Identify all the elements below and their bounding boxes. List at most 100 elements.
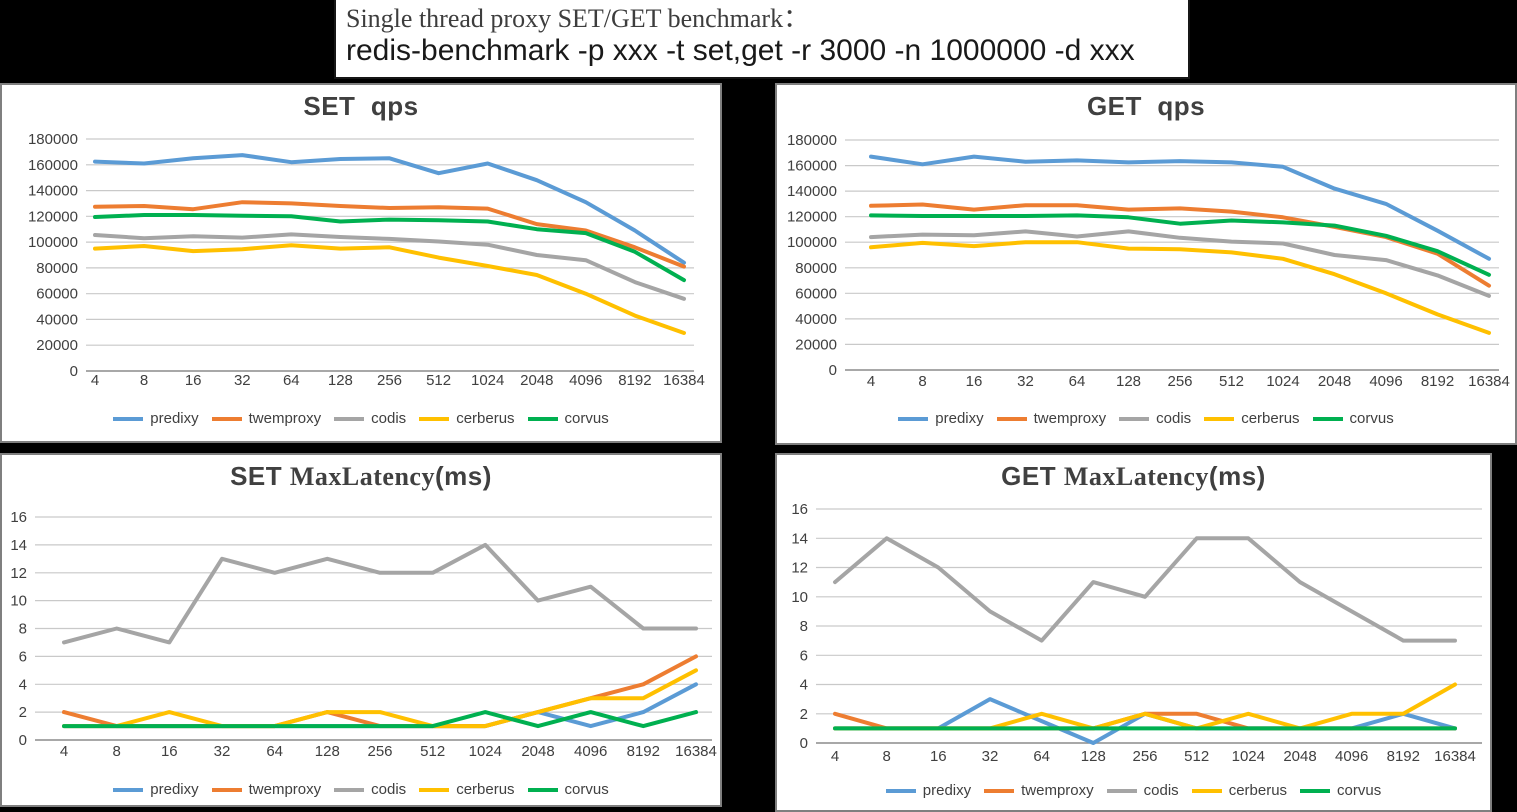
legend-label-cerberus: cerberus: [456, 410, 515, 427]
x-axis-tick-label: 64: [1069, 373, 1086, 390]
legend-swatch-corvus: [1312, 416, 1343, 421]
y-axis-tick-label: 12: [10, 565, 27, 582]
legend-swatch-cerberus: [419, 787, 450, 792]
legend-swatch-cerberus: [1204, 416, 1235, 421]
y-axis-tick-label: 4: [800, 677, 808, 694]
legend-item-corvus: corvus: [527, 781, 609, 798]
x-axis-tick-label: 128: [328, 372, 353, 389]
chart-title-part: (ms): [1208, 461, 1266, 491]
y-axis-tick-label: 0: [19, 732, 27, 749]
x-axis-tick-label: 256: [377, 372, 402, 389]
x-axis-tick-label: 8192: [1421, 373, 1454, 390]
plot-set-maxlatency: 0 2 4 6 8 10 12 14 16 4 8 16 32 64 128 256 512 1024 2048 40…: [10, 509, 717, 760]
x-axis-tick-label: 512: [420, 743, 445, 760]
x-axis-tick-label: 512: [426, 372, 451, 389]
x-axis-tick-label: 64: [1033, 748, 1050, 765]
legend-label-codis: codis: [1143, 782, 1179, 799]
x-axis-tick-label: 8: [140, 372, 148, 389]
y-axis-tick-label: 20000: [36, 337, 78, 354]
chart-title-get-maxlatency: GET MaxLatency(ms): [777, 461, 1490, 492]
x-axis-tick-label: 512: [1184, 748, 1209, 765]
series-line-predixy: [93, 153, 686, 265]
legend-get-qps: predixy twemproxy codis cerberus corvus: [777, 410, 1515, 427]
legend-item-twemproxy: twemproxy: [211, 410, 321, 427]
plot-get-maxlatency: 0 2 4 6 8 10 12 14 16 4 8 16 32 64 128 256 512 1024 2048 40…: [791, 501, 1482, 765]
legend-item-codis: codis: [1119, 410, 1191, 427]
legend-label-predixy: predixy: [150, 781, 199, 798]
legend-item-predixy: predixy: [885, 782, 972, 799]
x-axis-tick-label: 128: [1116, 373, 1141, 390]
y-axis-tick-label: 2: [19, 704, 27, 721]
x-axis-tick-label: 16: [161, 743, 178, 760]
x-axis-tick-label: 128: [315, 743, 340, 760]
legend-item-corvus: corvus: [1312, 410, 1394, 427]
y-axis-tick-label: 160000: [28, 157, 78, 174]
y-axis-tick-label: 8: [800, 618, 808, 635]
legend-item-predixy: predixy: [898, 410, 984, 427]
legend-item-cerberus: cerberus: [419, 781, 515, 798]
legend-swatch-corvus: [1300, 788, 1331, 793]
x-axis-tick-label: 32: [214, 743, 231, 760]
x-axis-tick-label: 16: [185, 372, 202, 389]
legend-item-corvus: corvus: [527, 410, 609, 427]
series-line-codis: [869, 229, 1491, 298]
chart-panel-set-qps: 0 20000 40000 60000 80000 100000 120000 140000 1…: [0, 83, 722, 443]
legend-label-cerberus: cerberus: [456, 781, 515, 798]
chart-title-part: (ms): [434, 461, 492, 491]
x-axis-tick-label: 1024: [469, 743, 502, 760]
legend-label-corvus: corvus: [564, 410, 609, 427]
x-axis-tick-label: 8: [113, 743, 121, 760]
x-axis-tick-label: 16: [966, 373, 983, 390]
x-axis-tick-label: 2048: [1318, 373, 1351, 390]
legend-swatch-predixy: [885, 788, 916, 793]
legend-label-codis: codis: [371, 781, 407, 798]
y-axis-tick-label: 10: [791, 589, 808, 606]
series-line-codis: [833, 536, 1457, 643]
x-axis-tick-label: 8192: [627, 743, 660, 760]
y-axis-tick-label: 140000: [787, 183, 837, 200]
x-axis-tick-label: 16384: [1434, 748, 1476, 765]
series-line-predixy: [62, 682, 698, 729]
series-line-corvus: [93, 213, 686, 283]
x-axis-tick-label: 64: [283, 372, 300, 389]
series-line-corvus: [869, 213, 1491, 277]
x-axis-tick-label: 16: [930, 748, 947, 765]
legend-label-twemproxy: twemproxy: [1033, 410, 1107, 427]
x-axis-tick-label: 16384: [675, 743, 717, 760]
y-axis-tick-label: 10: [10, 593, 27, 610]
chart-title-part: GET: [1001, 461, 1064, 491]
legend-item-codis: codis: [334, 781, 406, 798]
series-line-cerberus: [62, 668, 698, 729]
legend-swatch-twemproxy: [211, 416, 242, 421]
legend-label-predixy: predixy: [922, 782, 972, 799]
legend-item-twemproxy: twemproxy: [211, 781, 322, 798]
y-axis-tick-label: 180000: [28, 131, 78, 148]
x-axis-tick-label: 8192: [1387, 748, 1420, 765]
x-axis-tick-label: 1024: [471, 372, 504, 389]
legend-swatch-twemproxy: [984, 788, 1015, 793]
series-line-cerberus: [93, 243, 686, 335]
legend-swatch-predixy: [898, 416, 929, 421]
legend-item-twemproxy: twemproxy: [984, 782, 1094, 799]
legend-item-predixy: predixy: [113, 781, 199, 798]
y-axis-tick-label: 120000: [787, 209, 837, 226]
y-axis-tick-label: 0: [829, 362, 837, 379]
legend-swatch-twemproxy: [996, 416, 1027, 421]
x-axis-tick-label: 2048: [1283, 748, 1316, 765]
legend-label-twemproxy: twemproxy: [248, 781, 322, 798]
y-axis-tick-label: 12: [791, 560, 808, 577]
chart-panel-get-qps: 0 20000 40000 60000 80000 100000 120000 140000 1…: [775, 83, 1517, 445]
y-axis-tick-label: 6: [19, 648, 27, 665]
series-line-predixy: [869, 154, 1491, 261]
x-axis-tick-label: 256: [367, 743, 392, 760]
series-line-twemproxy: [93, 200, 686, 269]
legend-label-predixy: predixy: [935, 410, 984, 427]
legend-swatch-corvus: [527, 416, 558, 421]
chart-title-part: MaxLatency: [289, 462, 435, 491]
x-axis-tick-label: 4096: [1369, 373, 1402, 390]
x-axis-tick-label: 2048: [521, 743, 554, 760]
y-axis-tick-label: 120000: [28, 208, 78, 225]
legend-label-corvus: corvus: [1337, 782, 1382, 799]
x-axis-tick-label: 8192: [618, 372, 651, 389]
